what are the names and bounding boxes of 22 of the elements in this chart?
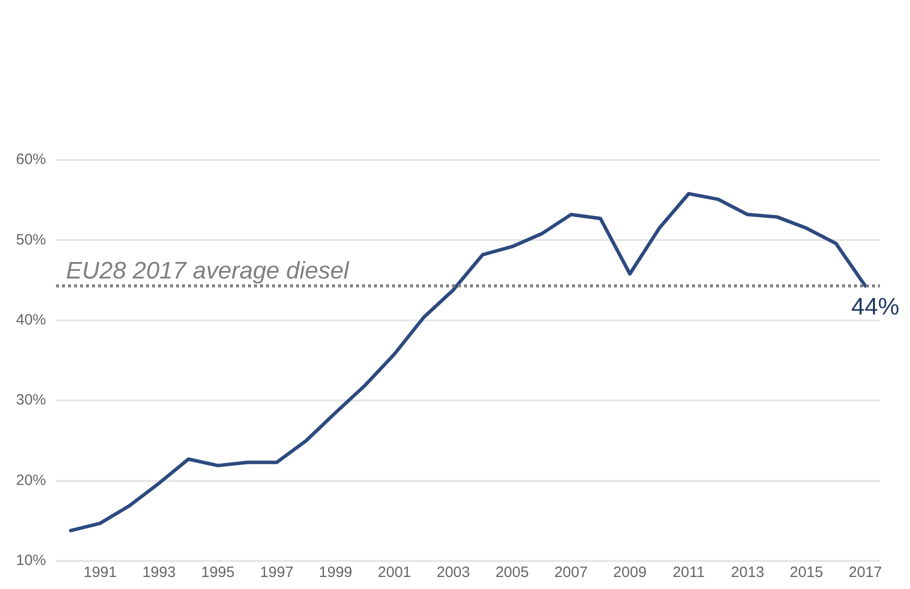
y-tick-label: 60% <box>16 151 46 168</box>
x-tick-label: 2001 <box>378 564 412 582</box>
x-tick-label: 1999 <box>318 564 352 582</box>
ref-line-label: EU28 2017 average diesel <box>66 258 350 285</box>
x-tick-label: 2013 <box>730 564 764 582</box>
x-tick-label: 2017 <box>848 564 882 582</box>
x-tick-label: 2007 <box>554 564 588 582</box>
x-tick-label: 1993 <box>142 564 176 582</box>
y-tick-label: 40% <box>16 312 46 329</box>
x-tick-label: 2003 <box>436 564 470 582</box>
x-tick-label: 2009 <box>613 564 647 582</box>
x-tick-label: 1995 <box>201 564 235 582</box>
x-tick-label: 2005 <box>495 564 529 582</box>
y-tick-label: 30% <box>16 392 46 409</box>
y-tick-label: 10% <box>16 552 46 570</box>
x-tick-label: 1997 <box>260 564 294 582</box>
data-label: 44% <box>851 294 900 321</box>
x-tick-label: 2011 <box>672 564 705 582</box>
y-tick-label: 50% <box>16 231 46 248</box>
x-tick-label: 2015 <box>790 564 824 582</box>
x-tick-label: 1991 <box>83 564 117 582</box>
y-tick-label: 20% <box>16 472 46 489</box>
